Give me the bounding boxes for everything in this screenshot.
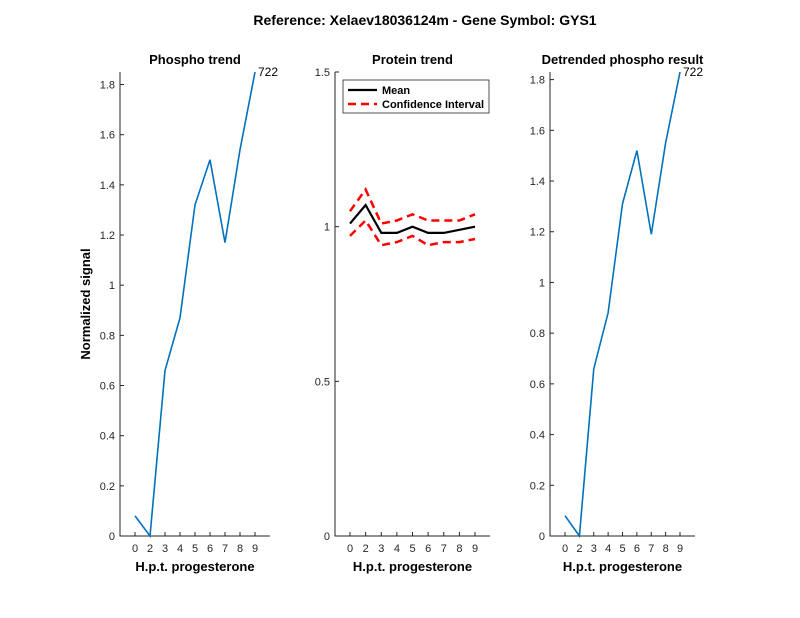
x-tick-label: 9 — [252, 543, 258, 555]
y-tick-label: 0.4 — [530, 430, 545, 442]
y-tick-label: 1.4 — [530, 176, 545, 188]
x-tick-label: 8 — [237, 543, 243, 555]
y-tick-label: 1.4 — [100, 180, 115, 192]
y-tick-label: 1.2 — [530, 227, 545, 239]
x-tick-label: 4 — [605, 543, 611, 555]
y-tick-label: 1.5 — [315, 67, 330, 79]
x-tick-label: 6 — [425, 543, 431, 555]
series-line-3 — [349, 218, 476, 247]
point-annotation: 722 — [258, 65, 278, 79]
x-tick-label: 3 — [378, 543, 384, 555]
y-tick-label: 0.6 — [530, 379, 545, 391]
y-tick-label: 0 — [109, 531, 115, 543]
panel-title: Phospho trend — [149, 52, 241, 67]
x-tick-label: 6 — [634, 543, 640, 555]
x-axis-label: H.p.t. progesterone — [353, 559, 472, 574]
y-tick-label: 0.5 — [315, 376, 330, 388]
y-tick-label: 0 — [324, 531, 330, 543]
y-tick-label: 1.2 — [100, 230, 115, 242]
x-tick-label: 0 — [347, 543, 353, 555]
x-tick-label: 5 — [192, 543, 198, 555]
y-tick-label: 0.6 — [100, 381, 115, 393]
y-tick-label: 0.2 — [100, 481, 115, 493]
x-tick-label: 3 — [162, 543, 168, 555]
panel-title: Protein trend — [372, 52, 453, 67]
series-line-1 — [134, 71, 256, 539]
x-tick-label: 4 — [177, 543, 183, 555]
y-tick-label: 1 — [109, 280, 115, 292]
point-annotation: 722 — [683, 65, 703, 79]
y-tick-label: 1 — [539, 277, 545, 289]
x-tick-label: 9 — [472, 543, 478, 555]
y-tick-label: 0.4 — [100, 431, 115, 443]
x-tick-label: 8 — [456, 543, 462, 555]
x-tick-label: 0 — [132, 543, 138, 555]
x-axis-label: H.p.t. progesterone — [563, 559, 682, 574]
y-tick-label: 1.6 — [100, 130, 115, 142]
series-line-confidence-interval — [348, 187, 476, 226]
legend-entry: Confidence Interval — [382, 99, 484, 111]
chart-panel-3: 00.20.40.60.811.21.41.61.80 2 3 4 5 6 7 8 9Detre… — [530, 52, 704, 574]
series-line-1 — [564, 71, 681, 539]
x-tick-label: 2 — [576, 543, 582, 555]
y-tick-label: 1.6 — [530, 125, 545, 137]
y-tick-label: 1.8 — [100, 80, 115, 92]
x-tick-label: 3 — [591, 543, 597, 555]
panel-title: Detrended phospho result — [542, 52, 704, 67]
x-tick-label: 7 — [648, 543, 654, 555]
y-tick-label: 0.8 — [100, 330, 115, 342]
x-tick-label: 2 — [363, 543, 369, 555]
y-tick-label: 0.8 — [530, 328, 545, 340]
x-axis-label: H.p.t. progesterone — [135, 559, 254, 574]
x-tick-label: 9 — [677, 543, 683, 555]
y-tick-label: 0 — [539, 531, 545, 543]
y-tick-label: 1.8 — [530, 75, 545, 87]
legend: Mean Confidence Interval — [342, 79, 490, 114]
axes — [334, 72, 490, 537]
legend-entry: Mean — [382, 85, 410, 97]
series-line-mean — [349, 203, 476, 234]
legend-box — [342, 79, 490, 114]
figure-suptitle: Reference: Xelaev18036124m - Gene Symbol… — [253, 12, 596, 28]
x-tick-label: 7 — [222, 543, 228, 555]
x-tick-label: 7 — [441, 543, 447, 555]
x-tick-label: 5 — [409, 543, 415, 555]
x-tick-label: 0 — [562, 543, 568, 555]
axes — [119, 72, 270, 537]
y-axis-label: Normalized signal — [78, 248, 93, 359]
x-tick-label: 5 — [619, 543, 625, 555]
x-tick-label: 2 — [147, 543, 153, 555]
y-tick-label: 1 — [324, 222, 330, 234]
chart-panel-1: 00.20.40.60.811.21.41.61.80 2 3 4 5 6 7 8 9Phosp… — [78, 52, 278, 574]
x-tick-label: 6 — [207, 543, 213, 555]
x-tick-label: 8 — [663, 543, 669, 555]
axes — [549, 72, 695, 537]
y-tick-label: 0.2 — [530, 480, 545, 492]
x-tick-label: 4 — [394, 543, 400, 555]
